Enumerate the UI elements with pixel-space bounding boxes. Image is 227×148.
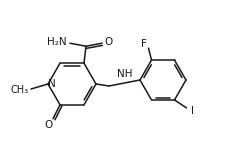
Text: O: O bbox=[104, 37, 112, 47]
Text: NH: NH bbox=[117, 69, 132, 79]
Text: F: F bbox=[141, 39, 146, 49]
Text: I: I bbox=[191, 106, 194, 116]
Text: H₂N: H₂N bbox=[47, 37, 67, 47]
Text: O: O bbox=[44, 120, 52, 130]
Text: CH₃: CH₃ bbox=[11, 85, 29, 95]
Text: N: N bbox=[48, 79, 56, 89]
